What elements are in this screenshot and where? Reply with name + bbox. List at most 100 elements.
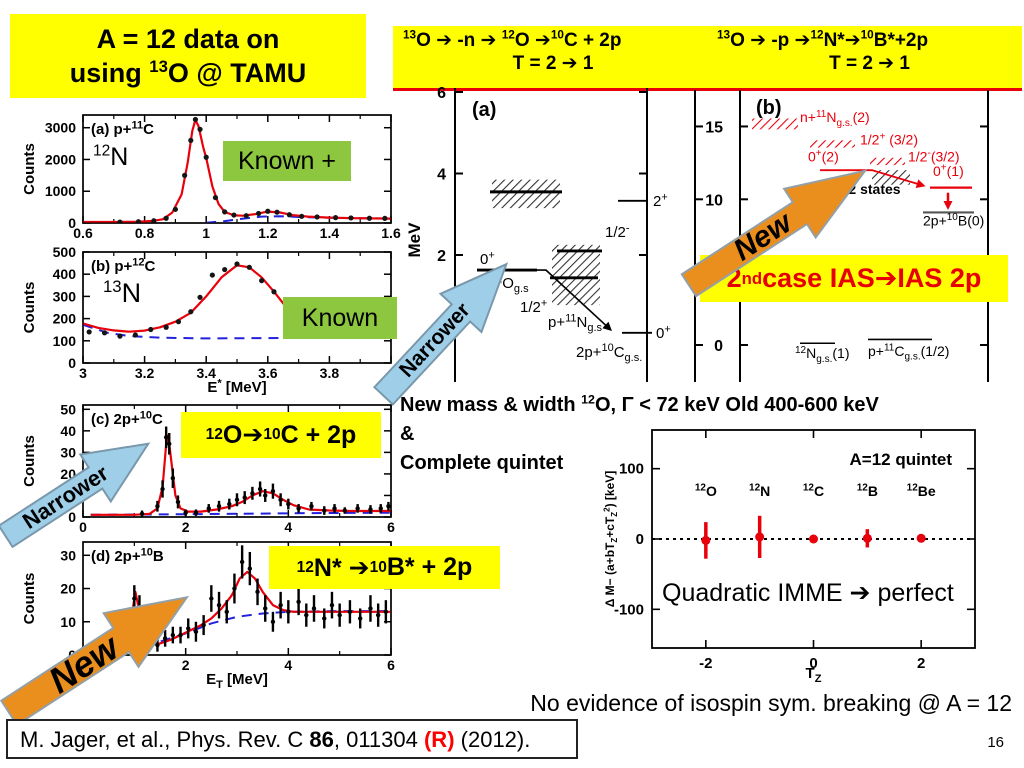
- isotope-label-13N: 13N: [103, 277, 142, 308]
- known-box: Known: [283, 297, 397, 339]
- svg-text:2+: 2+: [653, 191, 668, 210]
- svg-text:0: 0: [79, 519, 87, 535]
- svg-text:-100: -100: [614, 601, 644, 618]
- svg-text:2: 2: [182, 657, 190, 673]
- reaction-left: 13O ➔ -n ➔ 12O ➔10C + 2p T = 2 ➔ 1: [393, 29, 703, 88]
- svg-text:12Be: 12Be: [907, 483, 936, 499]
- svg-text:2: 2: [437, 248, 446, 265]
- svg-text:500: 500: [53, 244, 77, 260]
- svg-text:3.6: 3.6: [258, 365, 278, 381]
- svg-text:Counts: Counts: [21, 143, 38, 195]
- decay-label-12O: 12 O➔ 10 C + 2p: [181, 412, 381, 458]
- reaction-left-isospin: T = 2 ➔ 1: [512, 53, 594, 74]
- isotope-label-12N: 12N: [93, 142, 129, 171]
- quintet-chart: -2 0 2 100 0 -100 12O 12N 12C 12B 12Be A=12 quintet…: [602, 429, 976, 685]
- svg-text:12O: 12O: [695, 483, 717, 499]
- svg-text:12N: 12N: [749, 483, 770, 499]
- svg-text:0+: 0+: [656, 323, 671, 342]
- citation-rapid: (R): [423, 727, 455, 752]
- svg-text:20: 20: [60, 581, 76, 597]
- svg-text:1/2+ (3/2): 1/2+ (3/2): [860, 131, 918, 147]
- reaction-right-isospin: T = 2 ➔ 1: [829, 53, 910, 74]
- svg-text:(a) p+11C: (a) p+11C: [91, 119, 154, 138]
- svg-text:0.6: 0.6: [73, 225, 93, 241]
- known-plus-box: Known +: [223, 141, 351, 181]
- block-arrow-icon: [363, 245, 527, 415]
- new-mass-line2: &: [400, 423, 415, 445]
- title-line1: A = 12 data on: [96, 24, 280, 54]
- level-diagram-b: 151050n+11Ng.s.(2)1/2+ (3/2)0+(2)1/2-(3/…: [694, 90, 989, 382]
- svg-text:2p+10B(0): 2p+10B(0): [923, 212, 984, 228]
- svg-text:10: 10: [705, 192, 723, 209]
- svg-text:TZ: TZ: [806, 665, 822, 685]
- svg-text:(b): (b): [756, 97, 782, 119]
- decay-label-12N: 12 N* ➔ 10 B* + 2p: [269, 546, 500, 589]
- reaction-right-equation: 13O ➔ -p ➔12N*➔10B*+2p: [717, 28, 929, 51]
- svg-text:400: 400: [53, 266, 77, 282]
- new-mass-line3: Complete quintet: [400, 452, 564, 474]
- svg-text:2: 2: [182, 519, 190, 535]
- svg-text:3.2: 3.2: [135, 365, 155, 381]
- svg-text:0: 0: [68, 355, 76, 371]
- svg-text:2p+10Cg.s.: 2p+10Cg.s.: [576, 342, 642, 364]
- svg-text:3.8: 3.8: [320, 365, 340, 381]
- svg-text:2: 2: [917, 655, 925, 672]
- new-mass-line1: New mass & width 12O, Γ < 72 keV Old 400…: [400, 392, 879, 416]
- citation-volume: 86: [309, 727, 334, 752]
- svg-text:(b) p+12C: (b) p+12C: [91, 256, 156, 275]
- spectrum-b-chart: 33.23.43.63.840100200300400500(b) p+12CC…: [21, 244, 395, 396]
- svg-text:1.2: 1.2: [258, 225, 278, 241]
- svg-text:1000: 1000: [45, 183, 76, 199]
- svg-text:4: 4: [284, 657, 292, 673]
- new-arrow-left: New: [0, 570, 204, 739]
- svg-text:0+(2): 0+(2): [808, 148, 839, 164]
- svg-text:200: 200: [53, 311, 77, 327]
- svg-text:Counts: Counts: [21, 435, 38, 487]
- svg-text:3000: 3000: [45, 120, 76, 136]
- svg-text:MeV: MeV: [405, 222, 424, 258]
- title-line2: using 13O @ TAMU: [69, 57, 307, 88]
- svg-text:12Ng.s.(1): 12Ng.s.(1): [795, 345, 850, 365]
- svg-text:4: 4: [437, 167, 446, 184]
- svg-text:50: 50: [60, 401, 76, 417]
- svg-text:6: 6: [437, 85, 446, 102]
- block-arrow-icon: [0, 420, 164, 560]
- new-mass-text: New mass & width 12O, Γ < 72 keV Old 400…: [400, 391, 1024, 478]
- svg-text:1/2-: 1/2-: [605, 222, 630, 241]
- svg-text:0+: 0+: [480, 249, 495, 268]
- svg-text:0: 0: [809, 655, 817, 672]
- svg-text:6: 6: [387, 657, 395, 673]
- svg-text:6: 6: [387, 519, 395, 535]
- reaction-left-equation: 13O ➔ -n ➔ 12O ➔10C + 2p: [403, 28, 622, 51]
- svg-text:100: 100: [619, 461, 644, 478]
- reaction-right: 13O ➔ -p ➔12N*➔10B*+2p T = 2 ➔ 1: [703, 29, 1022, 88]
- citation-post: (2012).: [454, 727, 531, 752]
- svg-text:300: 300: [53, 288, 77, 304]
- svg-text:ET [MeV]: ET [MeV]: [206, 671, 268, 691]
- svg-text:E* [MeV]: E* [MeV]: [207, 377, 266, 396]
- svg-text:1/2+: 1/2+: [520, 297, 547, 316]
- svg-text:0+(1): 0+(1): [933, 163, 964, 179]
- svg-text:15: 15: [705, 119, 723, 136]
- svg-text:A=12 quintet: A=12 quintet: [850, 450, 953, 469]
- no-evidence-text: No evidence of isospin sym. breaking @ A…: [530, 690, 1012, 716]
- block-arrow-icon: [0, 570, 204, 739]
- svg-text:n+11Ng.s.(2): n+11Ng.s.(2): [800, 109, 870, 129]
- svg-text:12B: 12B: [857, 483, 878, 499]
- svg-text:1.4: 1.4: [320, 225, 340, 241]
- svg-text:0.8: 0.8: [135, 225, 155, 241]
- citation-mid: , 011304: [333, 727, 424, 752]
- svg-text:p+11Cg.s.(1/2): p+11Cg.s.(1/2): [868, 343, 949, 363]
- svg-text:0: 0: [714, 338, 723, 355]
- reaction-banner: 13O ➔ -n ➔ 12O ➔10C + 2p T = 2 ➔ 1 13O ➔…: [393, 26, 1022, 91]
- svg-text:1/2-(3/2): 1/2-(3/2): [908, 148, 960, 164]
- level-diagram-a: 6420+12Og.s1/2-1/2+p+11Ng.s2+0+2p+10Cg.s…: [405, 85, 671, 382]
- svg-text:12C: 12C: [803, 483, 824, 499]
- svg-text:40: 40: [60, 423, 76, 439]
- svg-text:Δ M− (a+bTZ+cTZ2) [keV]: Δ M− (a+bTZ+cTZ2) [keV]: [602, 471, 619, 608]
- svg-text:Counts: Counts: [21, 573, 38, 625]
- citation-pre: M. Jager, et al., Phys. Rev. C: [20, 727, 310, 752]
- citation-box: M. Jager, et al., Phys. Rev. C 86, 01130…: [6, 719, 578, 759]
